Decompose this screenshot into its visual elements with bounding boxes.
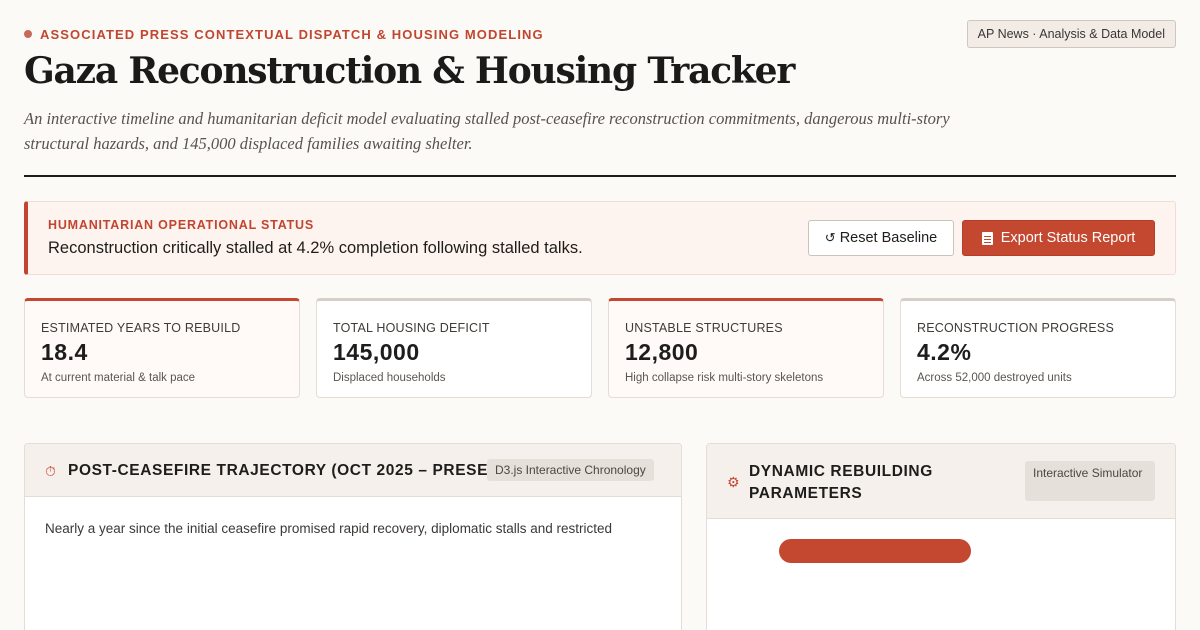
timeline-panel: ⏱ POST-CEASEFIRE TRAJECTORY (OCT 2025 – … [24,443,682,630]
kpi-label: ESTIMATED YEARS TO REBUILD [41,321,241,335]
parameters-panel-title: DYNAMIC REBUILDING PARAMETERS [749,463,933,502]
kpi-note: Displaced households [333,372,446,384]
kpi-label: TOTAL HOUSING DEFICIT [333,321,490,335]
status-label: HUMANITARIAN OPERATIONAL STATUS [48,218,314,232]
kpi-card-unstable-structures: UNSTABLE STRUCTURES 12,800 High collapse… [608,298,884,398]
simulator-control-button[interactable] [779,539,971,563]
parameters-panel: ⚙ DYNAMIC REBUILDING PARAMETERS Interact… [706,443,1176,630]
kpi-row: ESTIMATED YEARS TO REBUILD 18.4 At curre… [24,298,1176,398]
kpi-note: At current material & talk pace [41,372,196,384]
kpi-value: 12,800 [625,339,699,365]
timeline-panel-title: POST-CEASEFIRE TRAJECTORY (OCT 2025 – PR… [68,462,516,479]
source-tag: AP News · Analysis & Data Model [966,20,1176,48]
stopwatch-icon: ⏱ [45,463,56,479]
parameters-panel-tag: Interactive Simulator [1025,461,1155,501]
reset-baseline-button[interactable]: ↺ Reset Baseline [808,220,954,256]
reset-baseline-label: Reset Baseline [839,230,938,246]
timeline-panel-body: Nearly a year since the initial ceasefir… [45,521,612,536]
export-status-report-button[interactable]: Export Status Report [962,220,1155,256]
kicker-text: ASSOCIATED PRESS CONTEXTUAL DISPATCH & H… [40,26,544,42]
kpi-value: 18.4 [41,339,88,365]
document-icon [981,231,993,245]
kicker: ASSOCIATED PRESS CONTEXTUAL DISPATCH & H… [24,26,544,42]
kpi-card-years-to-rebuild: ESTIMATED YEARS TO REBUILD 18.4 At curre… [24,298,300,398]
kpi-note: Across 52,000 destroyed units [917,372,1072,384]
dashboard-page: ASSOCIATED PRESS CONTEXTUAL DISPATCH & H… [24,0,1176,630]
gear-icon: ⚙ [727,474,740,490]
kpi-card-housing-deficit: TOTAL HOUSING DEFICIT 145,000 Displaced … [316,298,592,398]
kpi-value: 145,000 [333,339,420,365]
kpi-label: RECONSTRUCTION PROGRESS [917,321,1114,335]
reset-icon: ↺ [824,230,836,245]
header-divider [24,175,1176,177]
page-subtitle: An interactive timeline and humanitarian… [24,109,950,153]
kicker-dot-icon [24,30,32,38]
kpi-label: UNSTABLE STRUCTURES [625,321,783,335]
parameters-panel-header: ⚙ DYNAMIC REBUILDING PARAMETERS Interact… [707,444,1175,519]
export-status-report-label: Export Status Report [1000,230,1136,246]
page-title: Gaza Reconstruction & Housing Tracker [24,50,795,92]
status-banner: HUMANITARIAN OPERATIONAL STATUS Reconstr… [24,201,1176,275]
kpi-note: High collapse risk multi-story skeletons [625,372,824,384]
timeline-panel-header: ⏱ POST-CEASEFIRE TRAJECTORY (OCT 2025 – … [25,444,681,497]
status-message: Reconstruction critically stalled at 4.2… [48,239,583,257]
kpi-card-reconstruction-progress: RECONSTRUCTION PROGRESS 4.2% Across 52,0… [900,298,1176,398]
kpi-value: 4.2% [917,339,972,365]
timeline-panel-tag: D3.js Interactive Chronology [487,459,654,481]
